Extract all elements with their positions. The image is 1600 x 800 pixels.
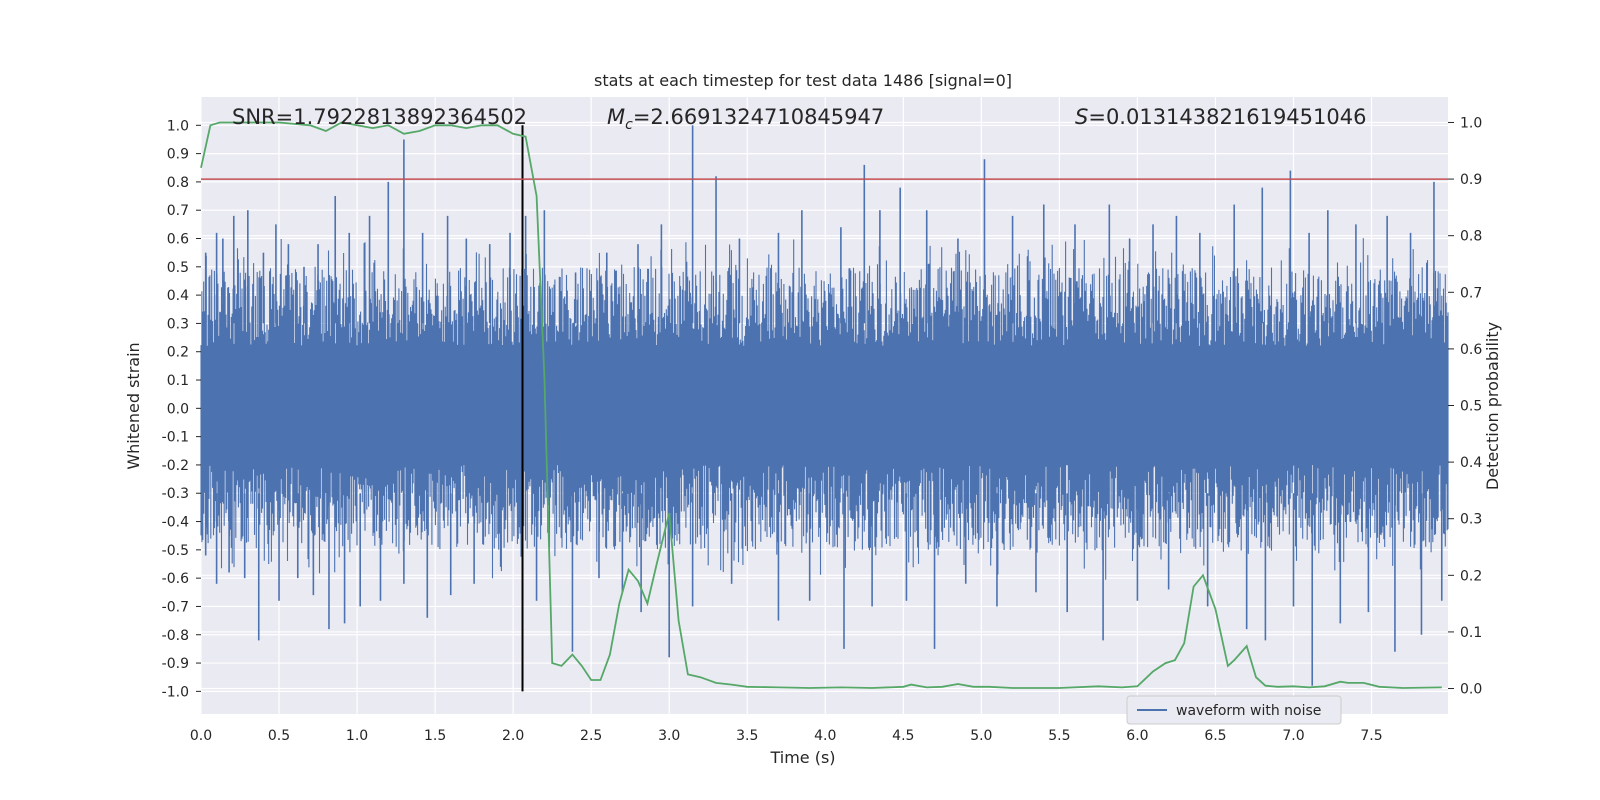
x-axis-label: Time (s) — [769, 748, 835, 767]
x-tick-label: 0.5 — [268, 728, 290, 744]
snr-annotation: SNR=1.7922813892364502 — [232, 105, 527, 129]
x-tick-label: 2.5 — [580, 728, 602, 744]
y-right-tick-label: 0.2 — [1460, 568, 1482, 584]
x-tick-label: 6.5 — [1204, 728, 1226, 744]
y-left-tick-label: -0.8 — [162, 628, 189, 644]
y-axis-right-label: Detection probability — [1483, 322, 1502, 490]
y-right-tick-label: 0.1 — [1460, 625, 1482, 641]
chirp-mass-subscript: c — [625, 117, 633, 133]
y-right-tick-label: 0.6 — [1460, 342, 1482, 358]
y-left-tick-label: 0.6 — [167, 232, 189, 248]
chirp-mass-annotation: Mc=2.6691324710845947 — [607, 105, 884, 133]
y-left-tick-label: 0.2 — [167, 345, 189, 361]
y-left-tick-label: 0.5 — [167, 260, 189, 276]
y-left-tick-label: -0.6 — [162, 571, 189, 587]
y-axis-left-ticks: 1.0 0.9 0.8 0.7 0.6 0.5 0.4 0.3 0.2 0.1 0.0 -0.1 -0.… — [162, 118, 201, 700]
x-tick-label: 4.5 — [892, 728, 914, 744]
x-tick-label: 0.0 — [190, 728, 212, 744]
legend-label: waveform with noise — [1176, 703, 1321, 719]
waveform-core-band — [201, 351, 1448, 465]
x-tick-label: 1.5 — [424, 728, 446, 744]
y-left-tick-label: -0.3 — [162, 486, 189, 502]
x-axis-ticks: 0.0 0.5 1.0 1.5 2.0 2.5 3.0 3.5 4.0 4.5 5.0 5.5 6.0 6… — [190, 728, 1383, 744]
y-left-tick-label: 0.3 — [167, 316, 189, 332]
y-left-tick-label: -0.2 — [162, 458, 189, 474]
y-left-tick-label: -0.7 — [162, 599, 189, 615]
y-left-tick-label: -0.1 — [162, 430, 189, 446]
y-left-tick-label: 0.7 — [167, 203, 189, 219]
s-value: =0.013143821619451046 — [1088, 105, 1366, 129]
x-tick-label: 5.0 — [970, 728, 992, 744]
y-axis-left-label: Whitened strain — [124, 342, 143, 469]
y-right-tick-label: 0.5 — [1460, 399, 1482, 415]
y-left-tick-label: -1.0 — [162, 684, 189, 700]
s-annotation: S=0.013143821619451046 — [1075, 105, 1366, 129]
y-left-tick-label: 0.4 — [167, 288, 189, 304]
y-right-tick-label: 0.4 — [1460, 455, 1482, 471]
x-tick-label: 4.0 — [814, 728, 836, 744]
legend-box — [1126, 695, 1342, 725]
y-left-tick-label: -0.4 — [162, 515, 189, 531]
y-right-tick-label: 0.7 — [1460, 285, 1482, 301]
y-right-tick-label: 1.0 — [1460, 115, 1482, 131]
y-left-tick-label: -0.5 — [162, 543, 189, 559]
y-right-tick-label: 0.9 — [1460, 172, 1482, 188]
legend: waveform with noise — [1126, 695, 1342, 725]
x-tick-label: 5.5 — [1048, 728, 1070, 744]
x-tick-label: 2.0 — [502, 728, 524, 744]
x-tick-label: 3.5 — [736, 728, 758, 744]
y-right-tick-label: 0.3 — [1460, 512, 1482, 528]
x-tick-label: 7.5 — [1360, 728, 1382, 744]
y-left-tick-label: 0.0 — [167, 401, 189, 417]
y-right-tick-label: 0.8 — [1460, 229, 1482, 245]
chirp-mass-symbol: M — [607, 105, 625, 129]
y-right-tick-label: 0.0 — [1460, 682, 1482, 698]
x-tick-label: 7.0 — [1282, 728, 1304, 744]
x-tick-label: 6.0 — [1126, 728, 1148, 744]
chirp-mass-value: =2.6691324710845947 — [633, 105, 884, 129]
x-tick-label: 3.0 — [658, 728, 680, 744]
y-left-tick-label: -0.9 — [162, 656, 189, 672]
y-left-tick-label: 1.0 — [167, 118, 189, 134]
detection-probability-line — [200, 121, 1442, 689]
y-left-tick-label: 0.9 — [167, 147, 189, 163]
s-symbol: S — [1075, 105, 1088, 129]
y-left-tick-label: 0.1 — [167, 373, 189, 389]
x-tick-label: 1.0 — [346, 728, 368, 744]
y-axis-right-ticks: 1.0 0.9 0.8 0.7 0.6 0.5 0.4 0.3 0.2 0.1 0.0 — [1448, 115, 1482, 698]
chart-title: stats at each timestep for test data 148… — [594, 71, 1012, 90]
waveform-series — [200, 125, 1449, 686]
y-left-tick-label: 0.8 — [167, 175, 189, 191]
